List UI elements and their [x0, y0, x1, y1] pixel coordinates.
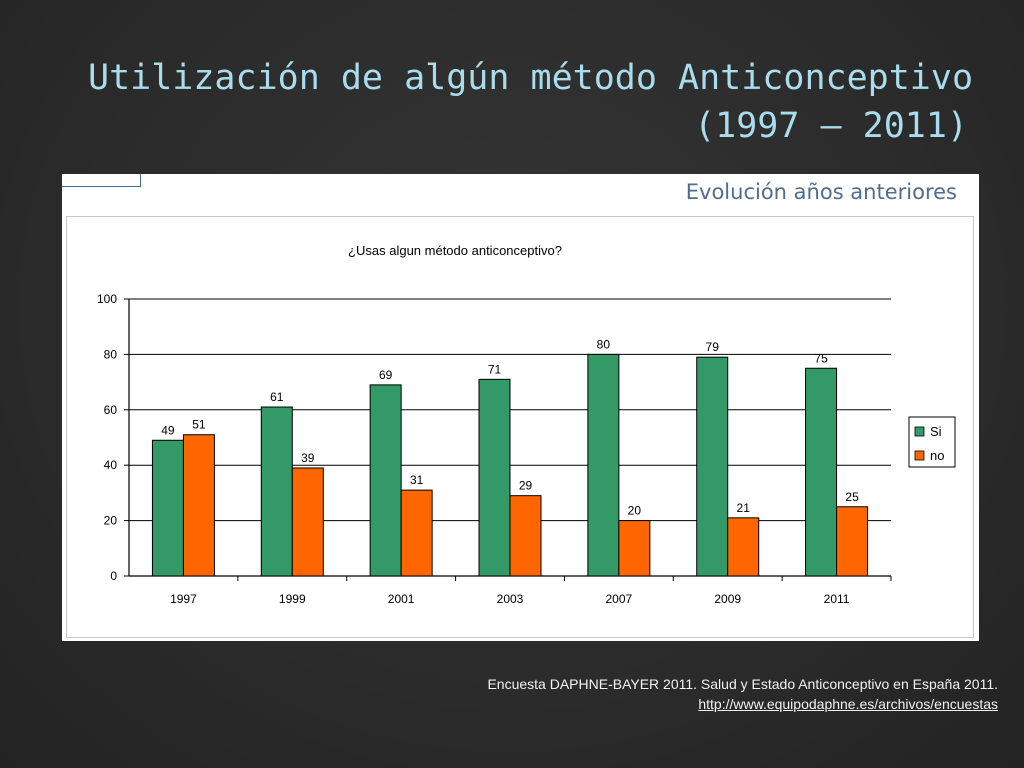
figure-heading: Evolución años anteriores: [685, 180, 957, 204]
chart-title: ¿Usas algun método anticonceptivo?: [348, 243, 562, 258]
data-label: 39: [301, 451, 315, 465]
x-tick-label: 2011: [824, 592, 850, 606]
data-label: 80: [597, 337, 611, 351]
chart-figure: Evolución años anteriores ¿Usas algun mé…: [62, 174, 979, 641]
legend-label-si: Si: [930, 424, 942, 439]
data-label: 69: [379, 368, 393, 382]
bar-no: [836, 506, 869, 577]
slide-title-line-2: (1997 – 2011): [694, 106, 968, 146]
y-tick-label: 80: [104, 347, 118, 361]
caption-text: Encuesta DAPHNE-BAYER 2011. Salud y Esta…: [487, 676, 998, 692]
bar-si: [369, 384, 402, 577]
y-tick-label: 40: [104, 458, 118, 472]
bar-no: [400, 489, 433, 577]
chart-frame: ¿Usas algun método anticonceptivo? 0 20 40 6…: [66, 216, 974, 638]
source-link[interactable]: http://www.equipodaphne.es/archivos/encu…: [698, 696, 998, 712]
source-caption: Encuesta DAPHNE-BAYER 2011. Salud y Esta…: [487, 674, 998, 714]
x-tick-label: 2007: [606, 592, 633, 606]
bar-no: [291, 467, 324, 577]
bar-si: [805, 367, 838, 577]
legend-swatch-si: [914, 426, 925, 437]
bar-si: [260, 406, 293, 577]
bar-si: [151, 439, 184, 577]
corner-tab: [62, 174, 141, 187]
y-tick-label: 20: [104, 514, 118, 528]
bar-si: [696, 356, 729, 577]
y-tick-label: 0: [110, 569, 117, 583]
bar-si: [478, 378, 511, 577]
data-label: 51: [192, 418, 206, 432]
x-tick-label: 1997: [170, 592, 197, 606]
data-label: 25: [845, 490, 859, 504]
bar-no: [182, 434, 215, 577]
data-label: 79: [706, 340, 720, 354]
x-tick-label: 2003: [497, 592, 524, 606]
bar-si: [587, 353, 620, 577]
bar-chart: ¿Usas algun método anticonceptivo? 0 20 40 6…: [97, 243, 956, 606]
x-tick-label: 2009: [714, 592, 741, 606]
slide-title: Utilización de algún método Anticoncepti…: [88, 54, 974, 150]
slide-title-line-1: Utilización de algún método Anticoncepti…: [88, 58, 974, 98]
y-tick-label: 60: [104, 403, 118, 417]
data-label: 61: [270, 390, 284, 404]
bar-no: [727, 517, 760, 577]
legend-label-no: no: [930, 448, 944, 463]
data-label: 20: [628, 504, 642, 518]
x-tick-label: 2001: [388, 592, 415, 606]
bar-no: [618, 520, 651, 577]
x-tick-label: 1999: [279, 592, 306, 606]
data-label: 31: [410, 473, 424, 487]
legend-swatch-no: [914, 450, 925, 461]
bar-no: [509, 495, 542, 577]
data-label: 75: [814, 351, 828, 365]
data-label: 71: [488, 362, 502, 376]
data-label: 21: [737, 501, 751, 515]
data-label: 29: [519, 479, 533, 493]
data-label: 49: [161, 423, 175, 437]
y-tick-label: 100: [97, 292, 117, 306]
